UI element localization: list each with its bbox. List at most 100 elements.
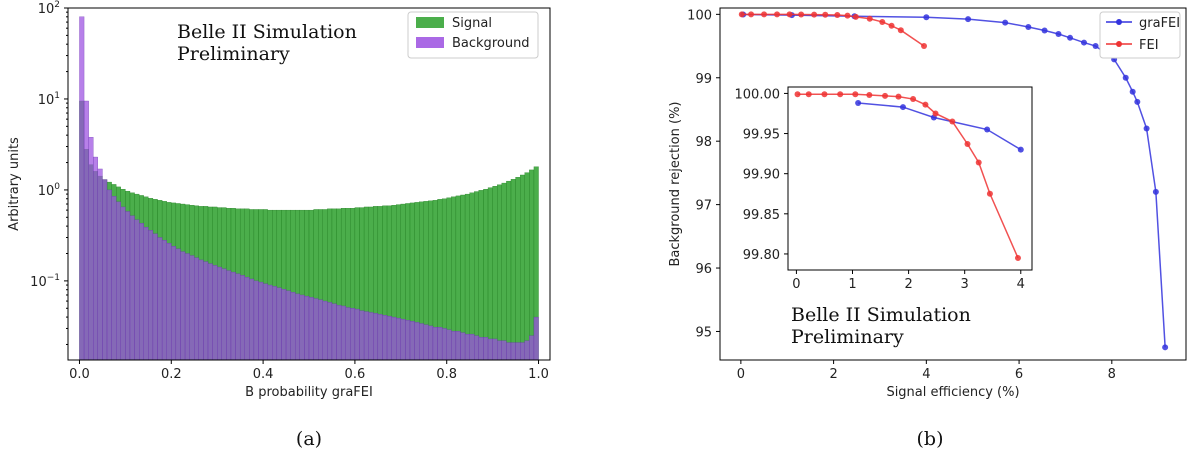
legend-label-background: Background: [452, 36, 530, 51]
background-bar: [295, 293, 300, 361]
inset-point-fei: [837, 91, 844, 98]
background-bar: [464, 333, 470, 361]
panel-b-watermark-line1: Belle II Simulation: [791, 304, 971, 326]
inset-point-fei: [910, 96, 917, 103]
panel-a-x-ticks: 0.0 0.2 0.4 0.6 0.8 1.0: [69, 360, 549, 382]
background-bar: [405, 320, 411, 361]
y-tick-label: 10−1: [30, 273, 60, 290]
inset-point-grafei: [855, 100, 862, 107]
x-tick-label: 4: [922, 367, 930, 382]
data-point-grafei: [1055, 31, 1062, 38]
legend-label-fei: FEI: [1139, 38, 1159, 53]
background-bar: [336, 305, 342, 361]
background-bar: [520, 342, 525, 361]
inset-x-tick-label: 3: [961, 277, 969, 292]
inset-x-tick-label: 2: [904, 277, 912, 292]
inset-point-fei: [922, 101, 929, 108]
background-bar: [451, 331, 457, 361]
signal-bar: [478, 190, 484, 361]
signal-bar: [492, 186, 498, 361]
y-tick-label: 100: [38, 182, 61, 199]
background-bar: [377, 314, 383, 361]
data-point-fei: [921, 43, 928, 50]
inset-line-fei: [797, 93, 1019, 259]
background-bar: [221, 268, 227, 361]
legend-swatch-background: [416, 37, 444, 48]
background-bar: [460, 332, 466, 361]
background-bar: [354, 308, 360, 361]
y-tick-label: 102: [38, 0, 60, 17]
signal-bar: [497, 184, 502, 361]
data-point-grafei: [1080, 39, 1087, 46]
data-point-grafei: [1002, 19, 1009, 26]
signal-bar: [520, 174, 525, 361]
data-point-grafei: [1134, 98, 1141, 105]
data-point-fei: [761, 11, 768, 18]
background-bar: [276, 287, 282, 361]
background-bar: [152, 233, 158, 361]
background-bar: [175, 248, 181, 361]
data-point-grafei: [1143, 125, 1150, 132]
x-tick-label: 0.6: [345, 367, 366, 382]
inset-point-fei: [821, 91, 828, 98]
data-point-fei: [811, 11, 818, 18]
background-bar: [437, 327, 443, 361]
background-bar: [313, 298, 319, 361]
background-bar: [93, 156, 98, 361]
background-bar: [253, 280, 259, 361]
background-bar: [106, 189, 112, 361]
background-bar: [340, 305, 346, 361]
data-point-fei: [834, 11, 841, 18]
y-tick-label: 98: [695, 135, 712, 150]
background-bar: [79, 16, 85, 361]
inset-point-fei: [975, 159, 982, 166]
background-bar: [308, 297, 314, 361]
x-tick-label: 0.8: [436, 367, 457, 382]
background-bar: [359, 310, 365, 361]
background-bar: [189, 255, 195, 361]
background-bar: [373, 313, 379, 361]
signal-bar: [474, 191, 479, 361]
data-point-fei: [822, 11, 829, 18]
background-bar: [217, 266, 222, 361]
background-bar: [171, 246, 177, 361]
inset-point-fei: [964, 140, 971, 147]
x-tick-label: 0.2: [161, 367, 182, 382]
inset-y-tick-label: 99.85: [743, 208, 780, 223]
panel-b-watermark-line2: Preliminary: [791, 326, 904, 348]
background-bar: [134, 219, 140, 361]
inset-point-fei: [1014, 254, 1021, 261]
background-bar: [432, 327, 438, 361]
background-bar: [428, 325, 434, 361]
panel-a-y-ticks: 10−1 100 101 102: [30, 0, 68, 345]
inset-point-fei: [852, 91, 859, 98]
background-bar: [244, 276, 250, 361]
data-point-fei: [888, 22, 895, 29]
background-bar: [299, 294, 305, 361]
background-bar: [161, 240, 167, 361]
background-bar: [281, 289, 287, 361]
signal-bar: [529, 169, 535, 361]
panel-a-ylabel: Arbitrary units: [7, 137, 22, 231]
data-point-grafei: [1129, 88, 1136, 95]
inset-point-fei: [986, 190, 993, 197]
y-tick-label: 100: [687, 8, 712, 23]
legend-label-signal: Signal: [452, 16, 492, 31]
data-point-grafei: [1152, 188, 1159, 195]
background-bar: [533, 316, 539, 361]
data-point-grafei: [1041, 27, 1048, 34]
inset-y-tick-label: 100.00: [735, 87, 781, 102]
inset-point-fei: [895, 93, 902, 100]
background-bar: [469, 333, 475, 361]
data-point-grafei: [1092, 43, 1099, 50]
x-tick-label: 0.0: [69, 367, 90, 382]
legend-label-grafei: graFEI: [1139, 16, 1180, 31]
panel-a-xlabel: B probability graFEI: [245, 385, 373, 400]
panel-b: 0 2 4 6 8 95 96 97 98 99 100 Signal efficiency (%…: [668, 7, 1187, 450]
background-bar: [203, 261, 209, 361]
background-bar: [139, 223, 144, 361]
inset-x-tick-label: 0: [792, 277, 800, 292]
panel-a-legend: Signal Background: [407, 11, 539, 59]
panel-a-watermark-line2: Preliminary: [177, 43, 290, 65]
background-bar: [345, 307, 351, 361]
